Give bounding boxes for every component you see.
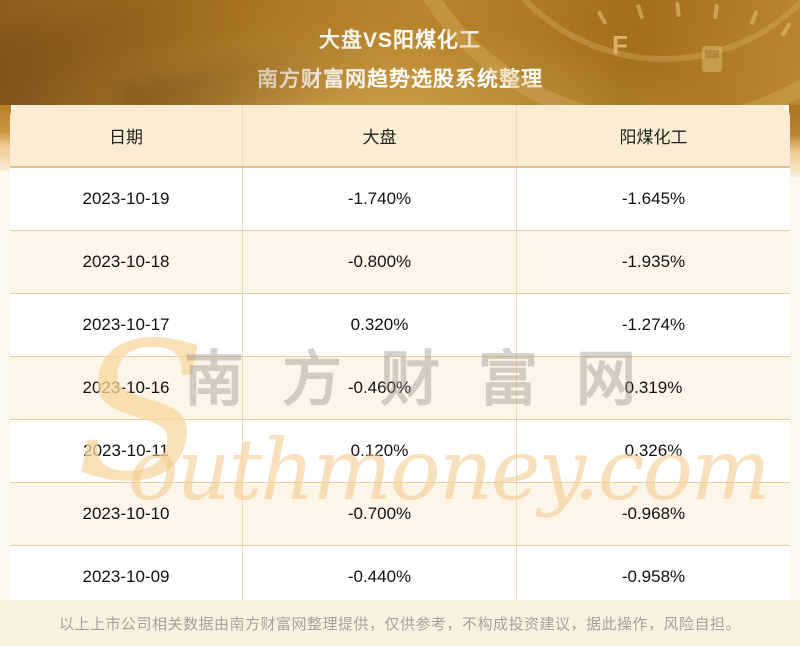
table-row: 2023-10-11 0.120% 0.326% <box>10 419 790 482</box>
cell-market: -0.700% <box>243 483 517 545</box>
table-row: 2023-10-16 -0.460% 0.319% <box>10 356 790 419</box>
table-row: 2023-10-19 -1.740% -1.645% <box>10 168 790 230</box>
page-subtitle: 南方财富网趋势选股系统整理 <box>257 68 543 91</box>
footer-disclaimer: 以上上市公司相关数据由南方财富网整理提供，仅供参考，不构成投资建议，据此操作，风… <box>0 600 800 646</box>
header-cell-market: 大盘 <box>243 105 517 166</box>
cell-market: 0.120% <box>243 420 517 482</box>
comparison-table: 日期 大盘 阳煤化工 2023-10-19 -1.740% -1.645% 20… <box>10 105 790 610</box>
cell-market: -0.460% <box>243 357 517 419</box>
cell-stock: 0.319% <box>624 378 683 397</box>
table-header-row: 日期 大盘 阳煤化工 <box>10 105 790 168</box>
table-row: 2023-10-09 -0.440% -0.958% <box>10 545 790 608</box>
cell-stock: -1.274% <box>621 315 686 334</box>
gauge-f-label: F <box>612 30 628 60</box>
cell-stock: -1.645% <box>621 189 686 208</box>
page-title: 大盘VS阳煤化工 <box>318 29 481 52</box>
cell-date: 2023-10-11 <box>10 420 243 482</box>
cell-market: -0.800% <box>243 231 517 293</box>
cell-date: 2023-10-17 <box>10 294 243 356</box>
cell-market: -0.440% <box>243 546 517 608</box>
table-row: 2023-10-17 0.320% -1.274% <box>10 293 790 356</box>
fuel-pump-icon <box>702 46 722 72</box>
cell-date: 2023-10-10 <box>10 483 243 545</box>
banner-edge-decoration-left <box>0 105 11 171</box>
cell-stock: -0.968% <box>621 504 686 523</box>
table-row: 2023-10-18 -0.800% -1.935% <box>10 230 790 293</box>
header-cell-date: 日期 <box>10 105 243 166</box>
cell-date: 2023-10-16 <box>10 357 243 419</box>
cell-stock: 0.326% <box>624 441 683 460</box>
banner-edge-decoration-right <box>789 105 800 177</box>
cell-market: -1.740% <box>243 168 517 230</box>
cell-date: 2023-10-09 <box>10 546 243 608</box>
header-cell-stock: 阳煤化工 <box>619 128 688 147</box>
cell-stock: -0.958% <box>621 567 686 586</box>
cell-stock: -1.935% <box>621 252 686 271</box>
cell-market: 0.320% <box>243 294 517 356</box>
cell-date: 2023-10-19 <box>10 168 243 230</box>
header-banner: F 大盘VS阳煤化工 南方财富网趋势选股系统整理 <box>0 0 800 105</box>
table-row: 2023-10-10 -0.700% -0.968% <box>10 482 790 545</box>
cell-date: 2023-10-18 <box>10 231 243 293</box>
